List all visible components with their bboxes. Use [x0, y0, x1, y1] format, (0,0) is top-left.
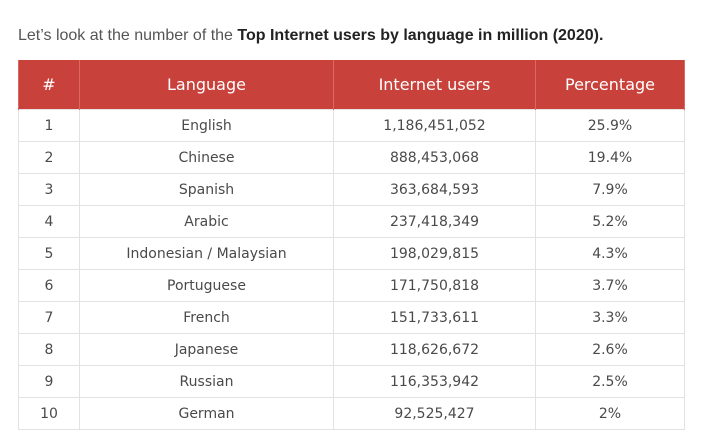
percentage-cell: 3.3%	[535, 301, 685, 334]
language-cell: Arabic	[79, 205, 334, 238]
table-row: 2 Chinese 888,453,068 19.4%	[18, 141, 685, 174]
internet-users-cell: 198,029,815	[333, 237, 536, 270]
internet-users-table: # Language Internet users Percentage 1 E…	[18, 60, 685, 430]
rank-cell: 2	[18, 141, 80, 174]
internet-users-cell: 1,186,451,052	[333, 109, 536, 142]
percentage-cell: 2%	[535, 397, 685, 430]
header-rank: #	[18, 60, 80, 110]
table-row: 4 Arabic 237,418,349 5.2%	[18, 205, 685, 238]
rank-cell: 6	[18, 269, 80, 302]
internet-users-cell: 151,733,611	[333, 301, 536, 334]
rank-cell: 1	[18, 109, 80, 142]
language-cell: Indonesian / Malaysian	[79, 237, 334, 270]
header-internet-users: Internet users	[333, 60, 536, 110]
table-row: 9 Russian 116,353,942 2.5%	[18, 365, 685, 398]
internet-users-cell: 118,626,672	[333, 333, 536, 366]
internet-users-cell: 237,418,349	[333, 205, 536, 238]
percentage-cell: 5.2%	[535, 205, 685, 238]
internet-users-cell: 116,353,942	[333, 365, 536, 398]
language-cell: Portuguese	[79, 269, 334, 302]
percentage-cell: 25.9%	[535, 109, 685, 142]
internet-users-cell: 888,453,068	[333, 141, 536, 174]
header-language: Language	[79, 60, 334, 110]
internet-users-cell: 363,684,593	[333, 173, 536, 206]
table-header-row: # Language Internet users Percentage	[18, 60, 685, 110]
percentage-cell: 19.4%	[535, 141, 685, 174]
rank-cell: 3	[18, 173, 80, 206]
rank-cell: 9	[18, 365, 80, 398]
internet-users-cell: 92,525,427	[333, 397, 536, 430]
rank-cell: 7	[18, 301, 80, 334]
intro-sentence: Let’s look at the number of the Top Inte…	[18, 25, 603, 47]
language-cell: English	[79, 109, 334, 142]
percentage-cell: 3.7%	[535, 269, 685, 302]
percentage-cell: 2.5%	[535, 365, 685, 398]
rank-cell: 10	[18, 397, 80, 430]
percentage-cell: 7.9%	[535, 173, 685, 206]
rank-cell: 4	[18, 205, 80, 238]
table-row: 10 German 92,525,427 2%	[18, 397, 685, 430]
table-row: 8 Japanese 118,626,672 2.6%	[18, 333, 685, 366]
table-row: 7 French 151,733,611 3.3%	[18, 301, 685, 334]
percentage-cell: 4.3%	[535, 237, 685, 270]
rank-cell: 5	[18, 237, 80, 270]
percentage-cell: 2.6%	[535, 333, 685, 366]
table-row: 6 Portuguese 171,750,818 3.7%	[18, 269, 685, 302]
language-cell: French	[79, 301, 334, 334]
language-cell: Chinese	[79, 141, 334, 174]
table-row: 1 English 1,186,451,052 25.9%	[18, 109, 685, 142]
language-cell: Russian	[79, 365, 334, 398]
intro-title: Top Internet users by language in millio…	[237, 27, 604, 44]
intro-prefix: Let’s look at the number of the	[18, 27, 238, 44]
language-cell: German	[79, 397, 334, 430]
language-cell: Japanese	[79, 333, 334, 366]
header-percentage: Percentage	[535, 60, 685, 110]
table-row: 5 Indonesian / Malaysian 198,029,815 4.3…	[18, 237, 685, 270]
internet-users-cell: 171,750,818	[333, 269, 536, 302]
table-row: 3 Spanish 363,684,593 7.9%	[18, 173, 685, 206]
rank-cell: 8	[18, 333, 80, 366]
language-cell: Spanish	[79, 173, 334, 206]
